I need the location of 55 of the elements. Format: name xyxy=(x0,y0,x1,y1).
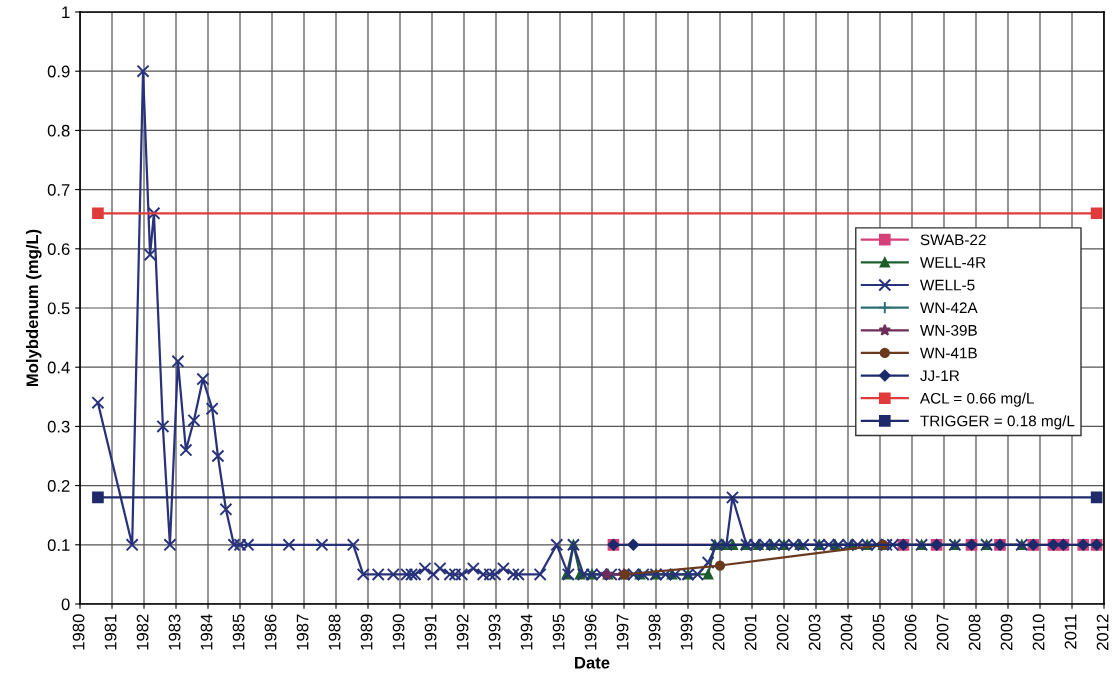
x-tick-label: 2007 xyxy=(936,614,949,650)
y-tick-label: 0.5 xyxy=(47,302,70,315)
legend-label: WN-39B xyxy=(920,324,977,336)
x-tick-label: 1999 xyxy=(680,614,693,650)
x-tick-label: 2010 xyxy=(1032,614,1045,650)
x-tick-label: 2011 xyxy=(1064,614,1077,649)
x-tick-label: 1993 xyxy=(488,614,501,650)
x-tick-label: 1987 xyxy=(296,614,309,650)
x-tick-label: 1988 xyxy=(328,614,341,650)
x-tick-label: 1981 xyxy=(104,614,117,650)
y-tick-label: 0.8 xyxy=(47,124,70,137)
x-tick-label: 1996 xyxy=(584,614,597,650)
x-tick-label: 1985 xyxy=(232,614,245,650)
y-tick-label: 0.1 xyxy=(47,539,70,551)
x-tick-label: 1992 xyxy=(456,614,469,650)
x-tick-label: 1990 xyxy=(392,614,405,650)
x-tick-label: 1984 xyxy=(200,614,213,650)
x-axis-title: Date xyxy=(575,656,610,669)
legend-label: WELL-4R xyxy=(920,257,986,268)
x-tick-label: 1983 xyxy=(168,614,181,650)
y-tick-label: 1 xyxy=(62,6,70,19)
y-tick-label: 0.9 xyxy=(47,65,70,78)
y-axis-title: Molybdenum (mg/L) xyxy=(25,229,42,387)
legend-label: WELL-5 xyxy=(920,279,975,291)
y-tick-label: 0.2 xyxy=(47,480,70,492)
legend-label: WN-42A xyxy=(920,302,978,313)
x-tick-label: 2009 xyxy=(1000,614,1013,650)
y-tick-label: 0.3 xyxy=(47,420,70,433)
x-tick-label: 2000 xyxy=(712,614,725,650)
x-tick-label: 1995 xyxy=(552,614,565,650)
y-tick-label: 0 xyxy=(61,598,70,611)
x-tick-label: 1989 xyxy=(360,614,373,650)
y-tick-label: 0.4 xyxy=(47,361,70,374)
x-tick-label: 2001 xyxy=(744,614,757,650)
y-tick-label: 0.6 xyxy=(47,243,70,255)
x-tick-label: 1991 xyxy=(424,614,437,650)
x-tick-label: 2012 xyxy=(1096,614,1109,650)
x-tick-label: 1994 xyxy=(520,614,533,650)
x-tick-label: 1980 xyxy=(72,614,85,650)
legend-label: TRIGGER = 0.18 mg/L xyxy=(920,415,1075,430)
x-tick-label: 1997 xyxy=(616,614,629,650)
x-tick-label: 2004 xyxy=(840,614,853,650)
x-tick-label: 2003 xyxy=(808,614,821,650)
legend-label: ACL = 0.66 mg/L xyxy=(919,392,1034,407)
legend-label: SWAB-22 xyxy=(920,234,986,246)
y-tick-label: 0.7 xyxy=(47,184,70,196)
x-tick-label: 2006 xyxy=(904,614,917,650)
x-tick-label: 2002 xyxy=(776,614,789,650)
legend-label: JJ-1R xyxy=(920,370,960,382)
x-tick-label: 2005 xyxy=(872,614,885,650)
x-tick-label: 2008 xyxy=(968,614,981,650)
x-tick-label: 1998 xyxy=(648,614,661,650)
legend-label: WN-41B xyxy=(920,347,977,359)
x-tick-label: 1982 xyxy=(136,614,149,650)
x-tick-label: 1986 xyxy=(264,614,277,650)
